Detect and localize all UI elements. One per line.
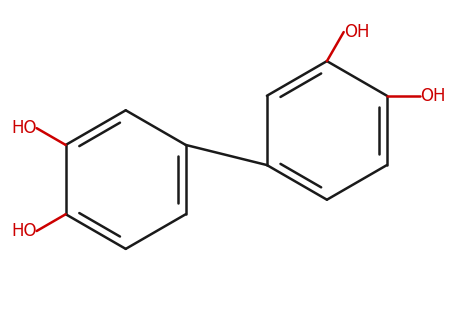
Text: HO: HO [11, 119, 37, 137]
Text: OH: OH [344, 23, 369, 41]
Text: HO: HO [11, 222, 37, 240]
Text: OH: OH [420, 87, 446, 105]
